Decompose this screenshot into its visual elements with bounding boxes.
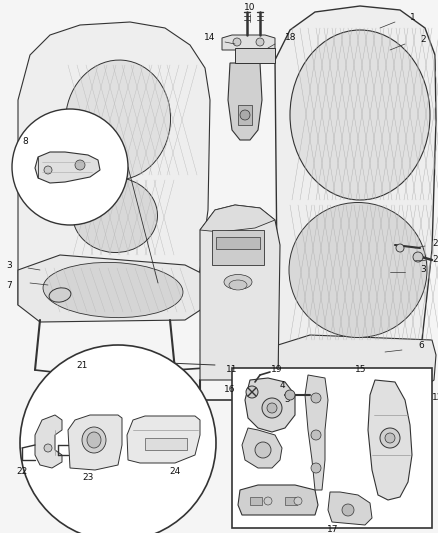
Polygon shape <box>328 492 372 525</box>
Text: 12: 12 <box>432 393 438 402</box>
Polygon shape <box>278 335 436 390</box>
Bar <box>250 497 262 505</box>
Circle shape <box>233 38 241 46</box>
Polygon shape <box>68 415 122 470</box>
Text: 15: 15 <box>355 366 367 375</box>
Circle shape <box>262 398 282 418</box>
Circle shape <box>380 428 400 448</box>
Text: 23: 23 <box>82 473 94 482</box>
Ellipse shape <box>49 288 71 302</box>
Circle shape <box>240 110 250 120</box>
Circle shape <box>285 390 295 400</box>
Text: 6: 6 <box>418 341 424 350</box>
Text: 14: 14 <box>204 34 215 43</box>
Ellipse shape <box>82 427 106 453</box>
Text: 22: 22 <box>17 467 28 477</box>
Ellipse shape <box>229 280 247 290</box>
Text: 24: 24 <box>170 467 180 477</box>
Polygon shape <box>200 205 275 232</box>
Bar <box>216 237 260 249</box>
Text: 19: 19 <box>271 366 282 375</box>
Polygon shape <box>35 152 100 183</box>
Ellipse shape <box>87 432 101 448</box>
Text: 18: 18 <box>285 34 297 43</box>
Text: 10: 10 <box>244 4 256 12</box>
Text: 17: 17 <box>326 526 338 533</box>
Circle shape <box>256 38 264 46</box>
Text: 26: 26 <box>432 239 438 248</box>
Circle shape <box>20 345 216 533</box>
Text: 4: 4 <box>279 381 285 390</box>
Ellipse shape <box>73 177 158 253</box>
Circle shape <box>267 403 277 413</box>
Circle shape <box>396 244 404 252</box>
Polygon shape <box>18 22 210 305</box>
Polygon shape <box>305 375 328 490</box>
Polygon shape <box>242 428 282 468</box>
Text: 1: 1 <box>410 13 416 22</box>
Polygon shape <box>275 6 436 375</box>
Bar <box>212 230 264 265</box>
Text: 11: 11 <box>226 366 237 375</box>
Bar <box>235 48 275 63</box>
Text: 7: 7 <box>6 280 12 289</box>
Bar <box>238 105 252 125</box>
Text: 21: 21 <box>77 360 88 369</box>
Text: 5: 5 <box>284 395 290 405</box>
Text: 16: 16 <box>223 385 235 394</box>
Ellipse shape <box>290 30 430 200</box>
Circle shape <box>264 497 272 505</box>
Circle shape <box>413 252 423 262</box>
Polygon shape <box>238 485 318 515</box>
Text: 3: 3 <box>6 261 12 270</box>
Circle shape <box>294 497 302 505</box>
Circle shape <box>311 430 321 440</box>
Circle shape <box>311 393 321 403</box>
Circle shape <box>385 433 395 443</box>
Ellipse shape <box>43 262 183 318</box>
Circle shape <box>255 442 271 458</box>
Circle shape <box>246 386 258 398</box>
Polygon shape <box>222 35 275 50</box>
Circle shape <box>44 444 52 452</box>
Circle shape <box>44 166 52 174</box>
Text: 8: 8 <box>22 138 28 147</box>
Text: 2: 2 <box>420 36 426 44</box>
Polygon shape <box>200 205 280 380</box>
Polygon shape <box>127 416 200 463</box>
Text: 3: 3 <box>420 265 426 274</box>
Circle shape <box>311 463 321 473</box>
Polygon shape <box>35 415 62 468</box>
Circle shape <box>12 109 128 225</box>
Ellipse shape <box>224 274 252 289</box>
Bar <box>145 438 187 450</box>
Ellipse shape <box>289 203 427 337</box>
Polygon shape <box>228 63 262 140</box>
Bar <box>232 368 432 528</box>
Polygon shape <box>368 380 412 500</box>
Polygon shape <box>18 255 208 322</box>
Ellipse shape <box>65 60 170 180</box>
Circle shape <box>342 504 354 516</box>
Circle shape <box>75 160 85 170</box>
Polygon shape <box>245 378 295 432</box>
Bar <box>285 497 297 505</box>
Text: 25: 25 <box>432 255 438 264</box>
